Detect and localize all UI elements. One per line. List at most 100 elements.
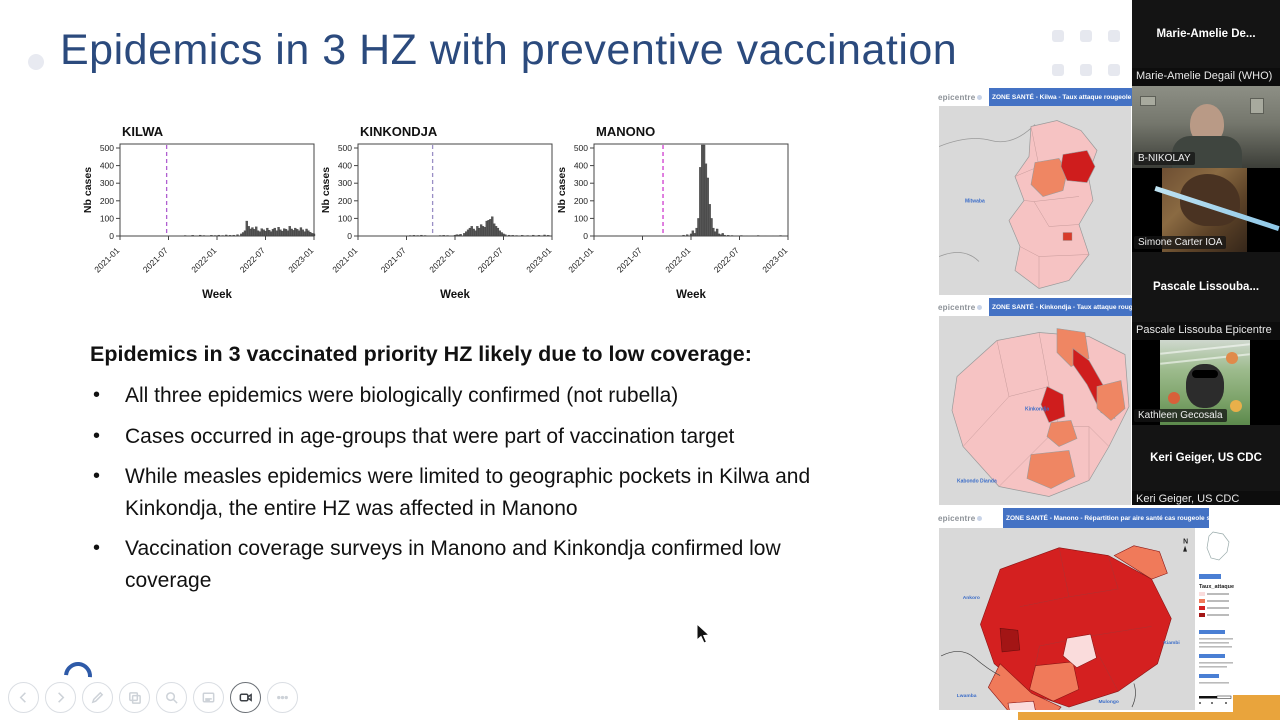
participant-caption: Keri Geiger, US CDC [1132,491,1280,505]
svg-text:2021-01: 2021-01 [92,245,121,274]
svg-text:Nb cases: Nb cases [320,167,332,213]
svg-text:500: 500 [100,143,114,153]
more-options-button[interactable] [267,682,298,713]
magnifier-icon [166,692,178,704]
svg-text:2021-07: 2021-07 [379,245,408,274]
participant-label: Kathleen Gecosala [1134,409,1227,422]
back-arrow-icon [19,692,26,703]
slide-title: Epidemics in 3 HZ with preventive vaccin… [60,26,958,74]
svg-text:Week: Week [440,289,470,301]
highlight-bar [1018,712,1280,720]
map-manono-title: ZONE SANTÉ - Manono - Répartition par ai… [1003,508,1209,528]
svg-text:500: 500 [574,143,588,153]
epicentre-logo: epicentre [935,88,989,106]
bullet-icon: • [93,384,101,406]
bullet-text: Vaccination coverage surveys in Manono a… [125,537,781,592]
svg-text:0: 0 [347,231,352,241]
slides-icon [129,692,141,704]
svg-text:100: 100 [100,213,114,223]
svg-text:2022-07: 2022-07 [238,245,267,274]
participant-panel: Marie-Amelie De... Marie-Amelie Degail (… [1132,0,1280,505]
participant-label: B-NIKOLAY [1134,152,1195,165]
bullet-text: All three epidemics were biologically co… [125,384,679,407]
map-kinkondja: epicentre ZONE SANTÉ - Kinkondja - Taux … [935,298,1135,508]
bullet-list: • All three epidemics were biologically c… [93,380,893,605]
notes-icon [202,692,215,703]
camera-button[interactable] [230,682,261,713]
bullet-item: • Cases occurred in age-groups that were … [93,421,893,453]
svg-text:KILWA: KILWA [122,124,164,139]
participant-tile-keri[interactable]: Keri Geiger, US CDC [1132,425,1280,491]
previous-slide-button[interactable] [8,682,39,713]
svg-text:2022-01: 2022-01 [189,245,218,274]
svg-text:300: 300 [338,178,352,188]
svg-text:100: 100 [338,213,352,223]
chart-manono: MANONO 0 100 200 300 400 500 2021-01 2021-07 2022… [554,124,800,306]
pen-icon [91,691,104,704]
map-kilwa-image: Mitwaba [938,106,1131,295]
bullet-icon: • [93,537,101,559]
presenter-toolbar [8,682,298,713]
participant-tile-marie-amelie[interactable]: Marie-Amelie De... [1132,0,1280,68]
chart-kilwa: KILWA 0 100 200 300 400 500 2021-01 2021-07 2022-… [80,124,326,306]
svg-text:400: 400 [100,161,114,171]
epicentre-logo: epicentre [935,298,989,316]
svg-text:Ankoro: Ankoro [963,595,980,601]
svg-text:2023-01: 2023-01 [286,245,315,274]
svg-text:Week: Week [676,289,706,301]
participant-label: Simone Carter IOA [1134,236,1227,249]
svg-text:2021-01: 2021-01 [566,245,595,274]
webcam-video [1132,86,1280,168]
participant-tile-b-nikolay[interactable]: B-NIKOLAY [1132,86,1280,168]
svg-text:2022-07: 2022-07 [712,245,741,274]
north-arrow: N [1183,539,1188,546]
pen-button[interactable] [82,682,113,713]
svg-text:KINKONDJA: KINKONDJA [360,124,438,139]
svg-text:Mulongo: Mulongo [1098,699,1118,705]
svg-text:Mitwaba: Mitwaba [965,199,985,205]
svg-text:Kinkondja: Kinkondja [1025,407,1049,413]
ellipsis-icon [277,695,288,700]
bullet-text: While measles epidemics were limited to … [125,465,811,520]
chart-kinkondja: KINKONDJA 0 100 200 300 400 500 2021-01 2021-07 2… [318,124,564,306]
participant-tile-pascale[interactable]: Pascale Lissouba... [1132,252,1280,322]
svg-text:200: 200 [100,196,114,206]
bullet-text: Cases occurred in age-groups that were p… [125,424,735,448]
map-manono-image: Ankoro Kiambi Mulongo Lwamba N [939,528,1195,720]
map-legend: Taux_attaque [1195,528,1241,710]
svg-text:Kiambi: Kiambi [1163,640,1180,646]
map-kinkondja-image: Kinkondja Kabondo Dianda [939,316,1131,505]
svg-text:2023-01: 2023-01 [760,245,789,274]
svg-text:Nb cases: Nb cases [556,167,568,213]
zoom-button[interactable] [156,682,187,713]
slides-button[interactable] [119,682,150,713]
map-kinkondja-title: ZONE SANTÉ - Kinkondja - Taux attaque ro… [989,298,1135,316]
svg-text:Kabondo Dianda: Kabondo Dianda [957,479,997,485]
svg-text:300: 300 [574,178,588,188]
svg-text:100: 100 [574,213,588,223]
svg-text:500: 500 [338,143,352,153]
svg-text:MANONO: MANONO [596,124,655,139]
svg-text:2022-01: 2022-01 [427,245,456,274]
notes-button[interactable] [193,682,224,713]
participant-tile-simone-carter[interactable]: Simone Carter IOA [1132,168,1280,252]
svg-text:400: 400 [338,161,352,171]
next-slide-button[interactable] [45,682,76,713]
svg-text:2021-07: 2021-07 [615,245,644,274]
forward-arrow-icon [58,692,65,703]
bullet-item: • While measles epidemics were limited to… [93,461,893,524]
svg-text:200: 200 [338,196,352,206]
participant-name: Pascale Lissouba... [1152,281,1260,293]
svg-text:200: 200 [574,196,588,206]
svg-text:0: 0 [109,231,114,241]
svg-text:2021-07: 2021-07 [141,245,170,274]
svg-text:400: 400 [574,161,588,171]
svg-text:300: 300 [100,178,114,188]
svg-text:Week: Week [202,289,232,301]
svg-text:2021-01: 2021-01 [330,245,359,274]
slide-heading: Epidemics in 3 vaccinated priority HZ li… [90,342,752,366]
participant-caption: Pascale Lissouba Epicentre [1132,322,1280,340]
participant-tile-kathleen[interactable]: Kathleen Gecosala [1132,340,1280,425]
mouse-cursor [696,622,711,644]
